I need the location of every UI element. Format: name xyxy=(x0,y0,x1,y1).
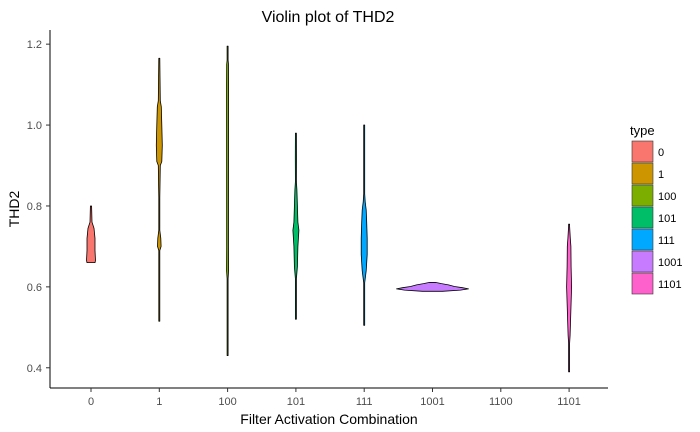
legend-swatch-100 xyxy=(631,184,654,207)
legend-swatch-1 xyxy=(631,162,654,185)
legend-swatch-111 xyxy=(631,228,654,251)
violin-100 xyxy=(226,45,229,357)
x-tick-label: 111 xyxy=(356,396,373,408)
legend-label-1101: 1101 xyxy=(658,279,682,291)
legend-swatch-1001 xyxy=(631,250,654,273)
x-tick-label: 100 xyxy=(218,396,236,408)
violin-111 xyxy=(360,124,368,326)
x-axis-title: Filter Activation Combination xyxy=(240,411,417,427)
legend: type 0 1 100 101 111 1001 1101 xyxy=(630,123,682,295)
legend-label-1: 1 xyxy=(658,169,664,181)
x-tick-label: 1001 xyxy=(420,396,444,408)
legend-label-0: 0 xyxy=(658,147,664,159)
plot-area xyxy=(86,45,572,373)
legend-label-1001: 1001 xyxy=(658,257,682,269)
violin-1 xyxy=(155,57,163,322)
violin-101 xyxy=(292,132,300,320)
violin-1001 xyxy=(396,282,469,292)
legend-label-111: 111 xyxy=(658,235,675,247)
y-tick-label: 0.4 xyxy=(27,363,42,375)
legend-swatch-1101 xyxy=(631,272,654,295)
x-ticks: 0 1 100 101 111 1001 1100 1101 xyxy=(88,388,581,408)
x-tick-label: 1 xyxy=(156,396,162,408)
x-tick-label: 1100 xyxy=(489,396,513,408)
y-ticks: 0.4 0.6 0.8 1.0 1.2 xyxy=(27,39,50,375)
x-tick-label: 1101 xyxy=(557,396,581,408)
violin-1101 xyxy=(566,223,572,373)
legend-title: type xyxy=(630,123,655,138)
y-tick-label: 1.2 xyxy=(27,39,42,51)
y-tick-label: 0.6 xyxy=(27,282,42,294)
legend-swatch-101 xyxy=(631,206,654,229)
y-axis-title: THD2 xyxy=(6,191,22,228)
x-tick-label: 101 xyxy=(287,396,305,408)
y-tick-label: 1.0 xyxy=(27,120,42,132)
chart-title: Violin plot of THD2 xyxy=(262,9,395,26)
x-tick-label: 0 xyxy=(88,396,94,408)
y-tick-label: 0.8 xyxy=(27,201,42,213)
legend-swatch-0 xyxy=(631,140,654,163)
legend-label-101: 101 xyxy=(658,213,676,225)
legend-label-100: 100 xyxy=(658,191,676,203)
violin-0 xyxy=(86,205,96,263)
